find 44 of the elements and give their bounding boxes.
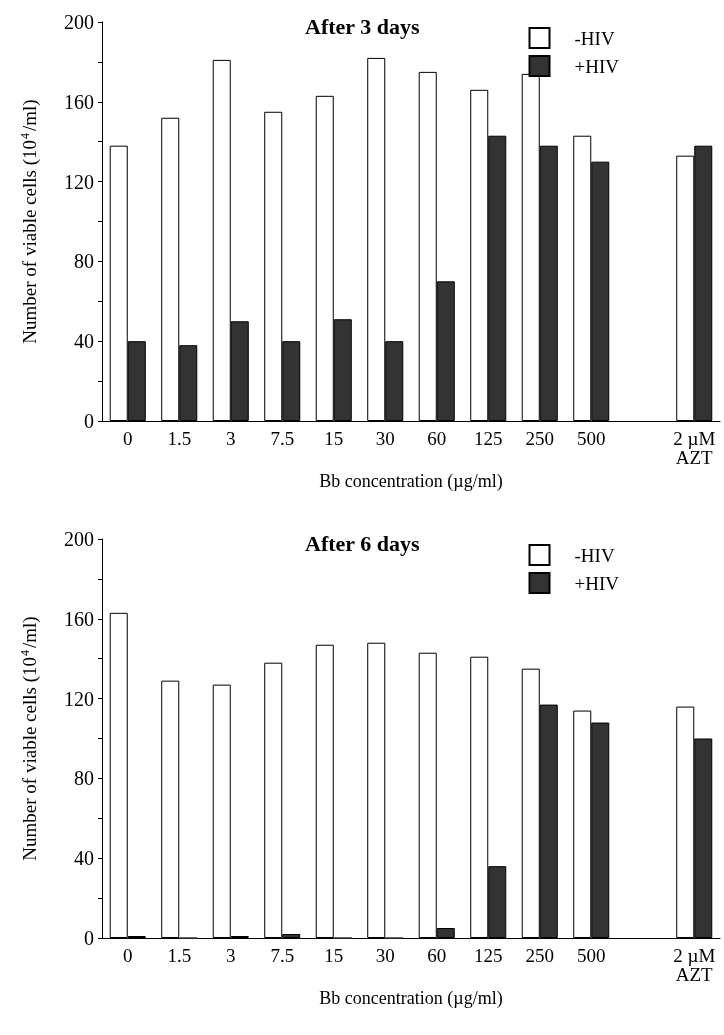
y-tick-label: 40 bbox=[74, 847, 94, 870]
y-tick-label: 0 bbox=[84, 410, 94, 432]
chart-title: After 3 days bbox=[305, 13, 420, 39]
y-tick-label: 200 bbox=[64, 11, 94, 33]
y-tick-label: 200 bbox=[64, 528, 94, 550]
y-tick-label: 40 bbox=[74, 330, 94, 353]
x-tick-label: 60 bbox=[427, 945, 447, 966]
x-tick-label: 3 bbox=[226, 428, 236, 449]
y-tick-label: 160 bbox=[64, 90, 94, 113]
y-axis-title: Number of viable cells (104/ml) bbox=[18, 616, 41, 861]
x-tick-label: 15 bbox=[324, 428, 344, 449]
x-tick-label: 30 bbox=[375, 428, 395, 449]
x-tick-label: 0 bbox=[123, 428, 133, 449]
x-tick-label: 2 µM AZT bbox=[673, 428, 716, 468]
x-tick-label: 0 bbox=[123, 945, 133, 966]
x-tick-label: 125 bbox=[474, 945, 503, 966]
x-tick-label: 60 bbox=[427, 428, 447, 449]
y-tick-label: 120 bbox=[64, 687, 94, 710]
y-axis-title: Number of viable cells (104/ml) bbox=[18, 99, 41, 344]
x-tick-label: 7.5 bbox=[270, 428, 295, 449]
x-tick-label: 2 µM AZT bbox=[673, 945, 716, 985]
y-tick-label: 80 bbox=[74, 767, 94, 790]
x-tick-label: 1.5 bbox=[167, 428, 192, 449]
legend-label: -HIV bbox=[574, 27, 615, 49]
y-tick-label: 0 bbox=[84, 927, 94, 949]
y-tick-label: 80 bbox=[74, 250, 94, 273]
legend-label: +HIV bbox=[574, 572, 620, 594]
legend-label: +HIV bbox=[574, 55, 620, 77]
x-axis-title: Bb concentration (µg/ml) bbox=[319, 470, 503, 492]
x-tick-label: 7.5 bbox=[270, 945, 295, 966]
x-tick-label: 125 bbox=[474, 428, 503, 449]
x-tick-label: 500 bbox=[577, 945, 606, 966]
x-tick-label: 3 bbox=[226, 945, 236, 966]
x-tick-label: 1.5 bbox=[167, 945, 192, 966]
x-tick-label: 250 bbox=[525, 428, 554, 449]
y-tick-label: 160 bbox=[64, 607, 94, 630]
x-axis-title: Bb concentration (µg/ml) bbox=[319, 987, 503, 1009]
legend-label: -HIV bbox=[574, 544, 615, 566]
chart-title: After 6 days bbox=[305, 530, 420, 556]
x-tick-label: 500 bbox=[577, 428, 606, 449]
y-tick-label: 120 bbox=[64, 170, 94, 193]
x-tick-label: 15 bbox=[324, 945, 344, 966]
x-tick-label: 30 bbox=[375, 945, 395, 966]
x-tick-label: 250 bbox=[525, 945, 554, 966]
